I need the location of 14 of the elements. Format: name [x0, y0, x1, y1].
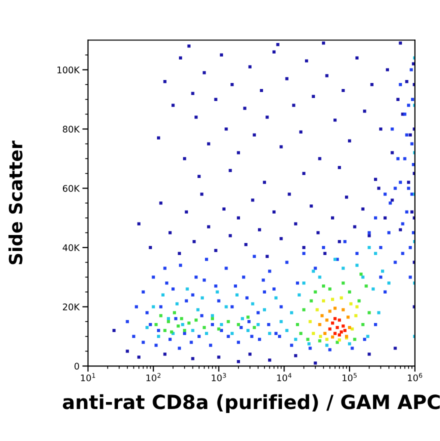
- y-tick-label: 40K: [62, 244, 80, 252]
- x-tick-label: 10$^{6}$: [408, 373, 422, 382]
- x-tick-label: 10$^{3}$: [212, 373, 226, 382]
- x-tick-label: 10$^{5}$: [342, 373, 357, 382]
- y-axis-title: Side Scatter: [8, 140, 22, 264]
- y-tick-label: 0: [74, 362, 80, 370]
- x-tick-label: 10$^{2}$: [146, 373, 160, 382]
- x-tick-label: 10$^{4}$: [277, 373, 292, 382]
- y-tick-label: 80K: [62, 126, 80, 133]
- x-axis-title: anti-rat CD8a (purified) / GAM APC: [62, 394, 440, 414]
- x-tick-label: 10$^{1}$: [81, 373, 96, 382]
- y-tick-label: 20K: [62, 304, 80, 310]
- y-tick-label: 60K: [62, 184, 80, 192]
- y-tick-label: 100K: [58, 66, 80, 74]
